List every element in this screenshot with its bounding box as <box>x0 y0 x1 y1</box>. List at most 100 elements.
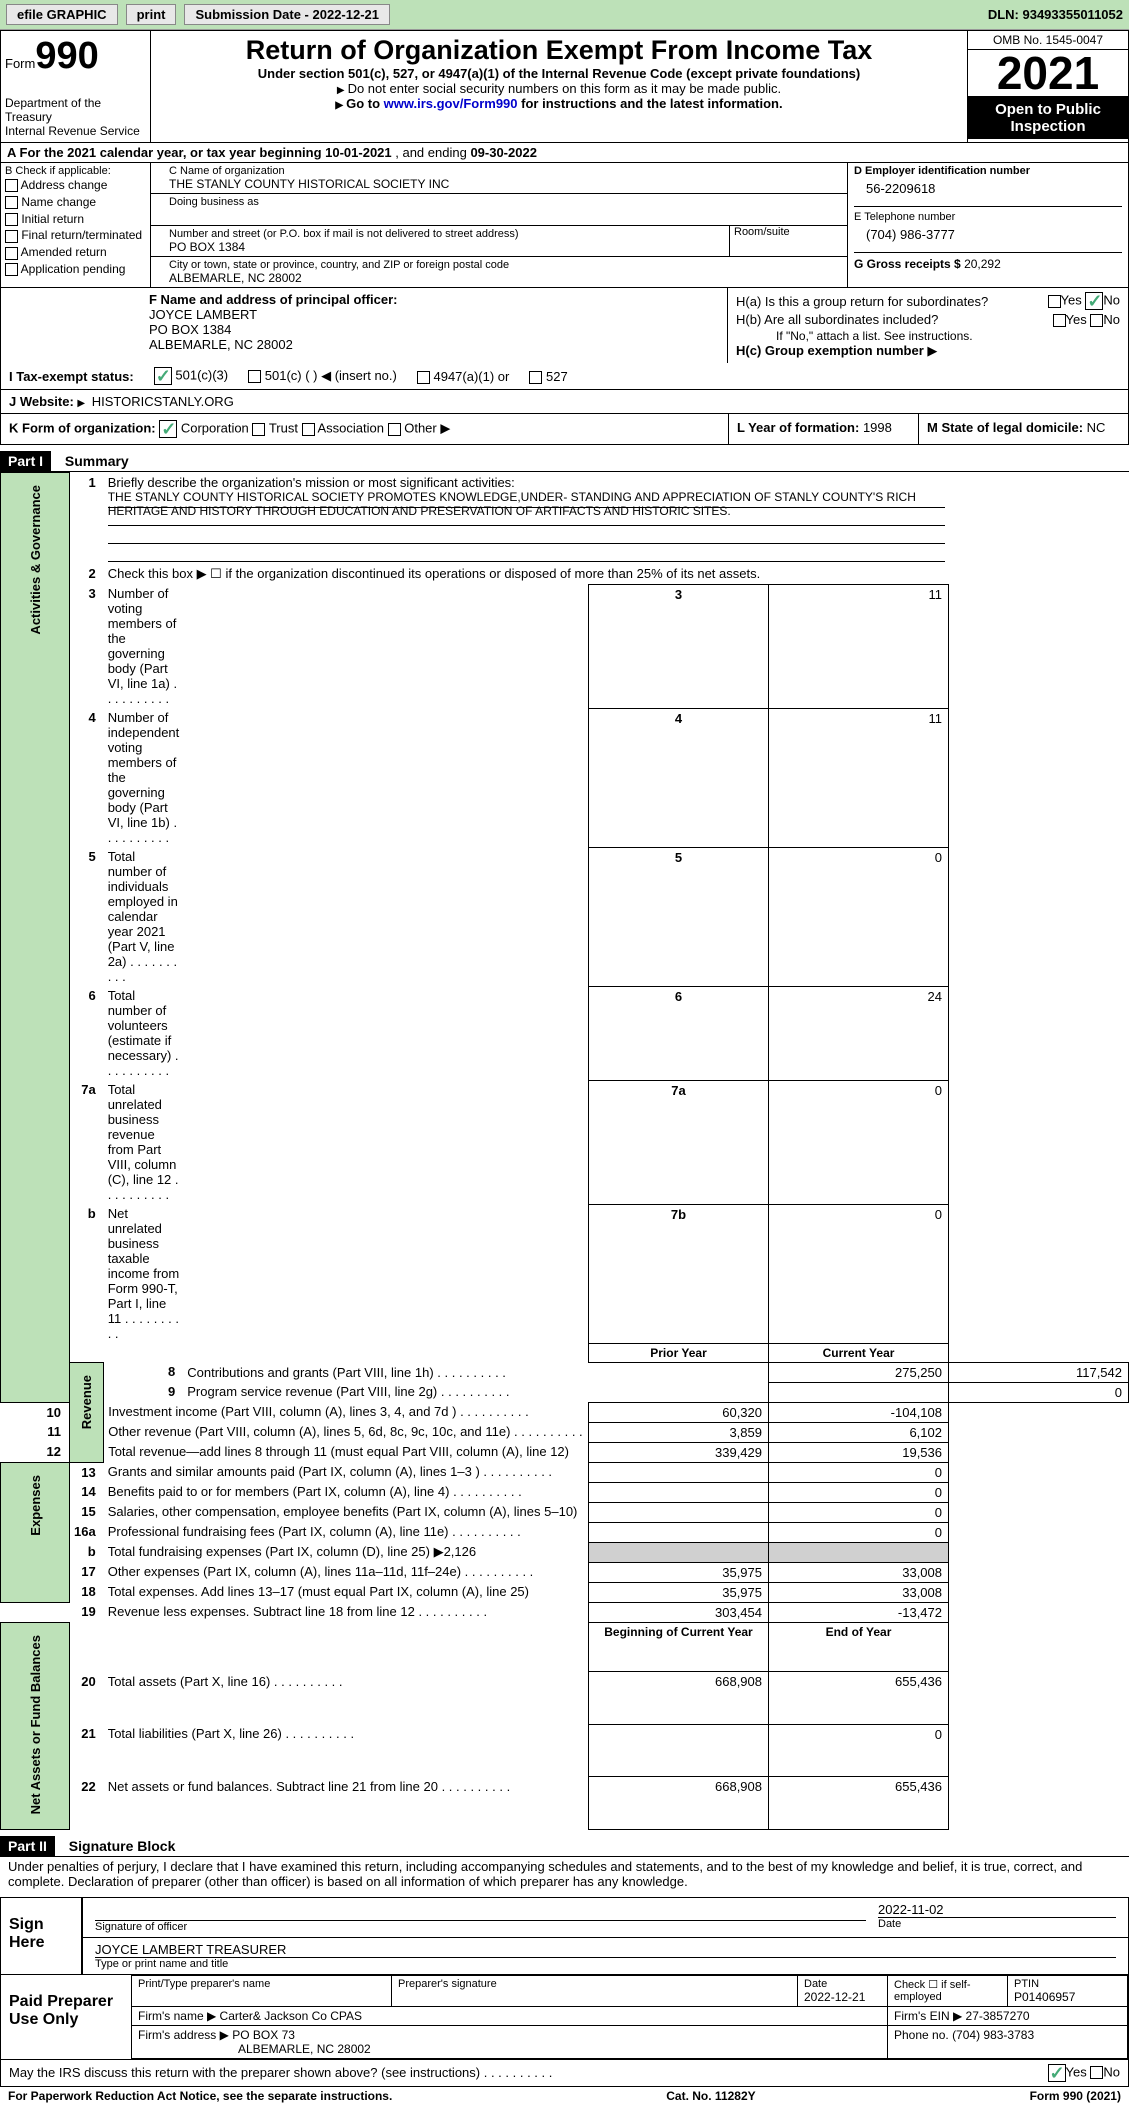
addr-label: Firm's address ▶ <box>138 2028 229 2042</box>
pdate-val: 2022-12-21 <box>804 1990 881 2004</box>
l2: Check this box ▶ ☐ if the organization d… <box>104 564 949 585</box>
l9: Program service revenue (Part VIII, line… <box>183 1382 768 1402</box>
cb-trust[interactable] <box>252 423 265 436</box>
part2-title: Signature Block <box>59 1838 176 1854</box>
l5: Total number of individuals employed in … <box>104 847 184 986</box>
v7b: 0 <box>769 1204 949 1343</box>
v6: 24 <box>769 986 949 1080</box>
cb-corp[interactable] <box>159 420 177 438</box>
dln: DLN: 93493355011052 <box>988 7 1123 22</box>
open-to-public: Open to Public Inspection <box>968 97 1128 139</box>
cb-4947[interactable] <box>417 371 430 384</box>
efile-btn[interactable]: efile GRAPHIC <box>6 4 118 25</box>
cb-other[interactable] <box>388 423 401 436</box>
firm-addr-val2: ALBEMARLE, NC 28002 <box>138 2042 881 2056</box>
officer-name: JOYCE LAMBERT <box>149 307 719 322</box>
cb-assoc[interactable] <box>302 423 315 436</box>
mission-text: THE STANLY COUNTY HISTORICAL SOCIETY PRO… <box>108 490 945 508</box>
ptin-val: P01406957 <box>1014 1990 1121 2004</box>
self-employed: Check ☐ if self-employed <box>894 1978 1001 2003</box>
hb-no[interactable] <box>1090 314 1103 327</box>
cb-501c[interactable] <box>248 370 261 383</box>
bcy-head: Beginning of Current Year <box>589 1622 769 1672</box>
ein-val: 56-2209618 <box>854 177 1122 196</box>
c18: 33,008 <box>769 1582 949 1602</box>
p16a <box>589 1522 769 1542</box>
p10: 60,320 <box>589 1402 769 1422</box>
p18: 35,975 <box>589 1582 769 1602</box>
vtab-activities: Activities & Governance <box>1 473 70 1403</box>
p11: 3,859 <box>589 1422 769 1442</box>
c19: -13,472 <box>769 1602 949 1622</box>
c13: 0 <box>769 1462 949 1482</box>
may-irs-yes[interactable] <box>1048 2064 1066 2082</box>
part2-tag: Part II <box>0 1836 55 1856</box>
irs-link[interactable]: www.irs.gov/Form990 <box>384 96 518 111</box>
b-label: B Check if applicable: <box>5 165 146 177</box>
prior-year-head: Prior Year <box>589 1343 769 1362</box>
foot-right: Form 990 (2021) <box>1030 2089 1121 2103</box>
firm-label: Firm's name ▶ <box>138 2009 216 2023</box>
pname-label: Print/Type preparer's name <box>138 1978 385 1990</box>
c-name-label: C Name of organization <box>169 165 829 177</box>
hc-label: H(c) Group exemption number ▶ <box>736 343 1120 359</box>
hb-note: If "No," attach a list. See instructions… <box>736 329 1120 343</box>
cb-address-change[interactable]: Address change <box>5 177 146 194</box>
p21 <box>589 1724 769 1777</box>
row-i: I Tax-exempt status: 501(c)(3) 501(c) ( … <box>0 363 1129 389</box>
part1-title: Summary <box>55 453 129 469</box>
l15: Salaries, other compensation, employee b… <box>104 1502 589 1522</box>
v3: 11 <box>769 584 949 708</box>
firm-ein-val: 27-3857270 <box>966 2009 1030 2023</box>
cb-final-return[interactable]: Final return/terminated <box>5 227 146 244</box>
cb-501c3[interactable] <box>154 367 172 385</box>
l7b: Net unrelated business taxable income fr… <box>104 1204 184 1343</box>
l18: Total expenses. Add lines 13–17 (must eq… <box>104 1582 589 1602</box>
c20: 655,436 <box>769 1672 949 1725</box>
tax-year: 2021 <box>968 50 1128 97</box>
cb-app-pending[interactable]: Application pending <box>5 261 146 278</box>
city-label: City or town, state or province, country… <box>169 259 829 271</box>
c8: 117,542 <box>949 1362 1129 1382</box>
ptin-label: PTIN <box>1014 1978 1121 1990</box>
room-label: Room/suite <box>734 226 829 238</box>
l20: Total assets (Part X, line 16) <box>104 1672 589 1725</box>
row-a-period: A For the 2021 calendar year, or tax yea… <box>0 143 1129 163</box>
l17: Other expenses (Part IX, column (A), lin… <box>104 1562 589 1582</box>
website-val: HISTORICSTANLY.ORG <box>92 394 234 409</box>
row-j: J Website: HISTORICSTANLY.ORG <box>0 389 1129 413</box>
l12: Total revenue—add lines 8 through 11 (mu… <box>104 1442 589 1462</box>
row-m: M State of legal domicile: NC <box>918 414 1128 444</box>
p12: 339,429 <box>589 1442 769 1462</box>
c22: 655,436 <box>769 1777 949 1830</box>
subtitle-3: Go to www.irs.gov/Form990 for instructio… <box>155 96 963 111</box>
row-k: K Form of organization: Corporation Trus… <box>1 414 728 444</box>
street-val: PO BOX 1384 <box>169 240 729 254</box>
l16a: Professional fundraising fees (Part IX, … <box>104 1522 589 1542</box>
cb-527[interactable] <box>529 371 542 384</box>
sig-date-val: 2022-11-02 <box>878 1902 1116 1917</box>
cb-amended[interactable]: Amended return <box>5 244 146 261</box>
vtab-expenses: Expenses <box>1 1462 70 1602</box>
v4: 11 <box>769 708 949 847</box>
psig-label: Preparer's signature <box>398 1978 791 1990</box>
e-label: E Telephone number <box>854 211 1122 223</box>
gross-receipts: 20,292 <box>964 257 1001 271</box>
dept-treasury: Department of the Treasury <box>5 96 146 124</box>
sign-here: Sign Here <box>1 1898 81 1974</box>
cb-initial-return[interactable]: Initial return <box>5 211 146 228</box>
sig-officer-label: Signature of officer <box>95 1920 866 1933</box>
print-btn[interactable]: print <box>126 4 177 25</box>
v5: 0 <box>769 847 949 986</box>
cb-name-change[interactable]: Name change <box>5 194 146 211</box>
p14 <box>589 1482 769 1502</box>
hb-label: H(b) Are all subordinates included? <box>736 312 938 327</box>
dba-label: Doing business as <box>169 196 829 208</box>
c10: -104,108 <box>769 1402 949 1422</box>
c21: 0 <box>769 1724 949 1777</box>
ha-no[interactable] <box>1085 292 1103 310</box>
l8: Contributions and grants (Part VIII, lin… <box>183 1362 768 1382</box>
l6: Total number of volunteers (estimate if … <box>104 986 184 1080</box>
c16a: 0 <box>769 1522 949 1542</box>
may-irs-no[interactable] <box>1090 2066 1103 2079</box>
